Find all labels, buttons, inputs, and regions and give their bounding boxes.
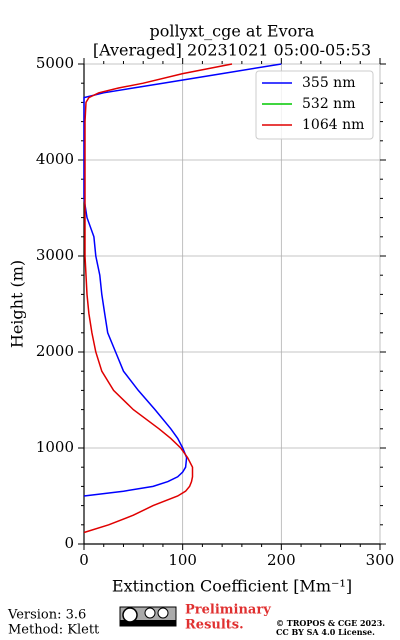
data-line bbox=[83, 63, 282, 497]
x-tick-label: 300 bbox=[366, 551, 395, 569]
version: Version: 3.6 bbox=[7, 608, 86, 623]
legend-label: 532 nm bbox=[302, 96, 355, 112]
y-tick-label: 0 bbox=[64, 534, 74, 552]
method: Method: Klett bbox=[8, 623, 100, 638]
x-tick-label: 100 bbox=[168, 551, 197, 569]
legend-label: 1064 nm bbox=[302, 117, 364, 133]
legend-box bbox=[255, 70, 374, 140]
preliminary-note: Results. bbox=[185, 618, 244, 633]
data-line bbox=[83, 63, 233, 534]
preliminary-note: Preliminary bbox=[185, 603, 271, 618]
y-tick-label: 2000 bbox=[36, 342, 74, 360]
y-tick-label: 5000 bbox=[36, 54, 74, 72]
y-axis-label: Height (m) bbox=[8, 260, 27, 348]
x-tick-label: 0 bbox=[79, 551, 89, 569]
y-tick-label: 1000 bbox=[36, 438, 74, 456]
legend-label: 355 nm bbox=[302, 75, 355, 91]
copyright: CC BY SA 4.0 License. bbox=[276, 627, 375, 637]
copyright: © TROPOS & CGE 2023. bbox=[276, 618, 385, 628]
x-axis-label: Extinction Coefficient [Mm⁻¹] bbox=[112, 577, 352, 596]
chart-subtitle: [Averaged] 20231021 05:00-05:53 bbox=[93, 41, 371, 60]
y-tick-label: 3000 bbox=[36, 246, 74, 264]
cc-icon bbox=[119, 606, 177, 627]
y-tick-label: 4000 bbox=[36, 150, 74, 168]
x-tick-label: 200 bbox=[267, 551, 296, 569]
chart-title: pollyxt_cge at Evora bbox=[150, 22, 315, 41]
